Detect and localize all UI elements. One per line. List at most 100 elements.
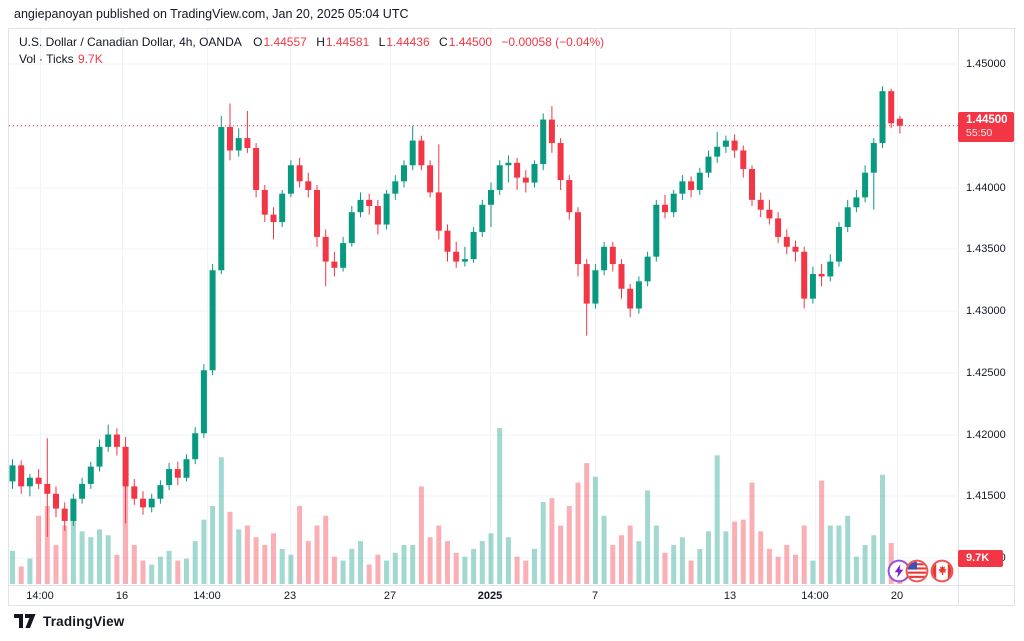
time-tick-label: 2025 <box>477 590 503 602</box>
candle-body <box>627 288 634 309</box>
candle-body <box>809 273 816 299</box>
legend-row-main: U.S. Dollar / Canadian Dollar, 4h, OANDA… <box>19 34 604 51</box>
volume-bar <box>10 550 15 584</box>
candle-body <box>348 212 355 244</box>
volume-bar <box>323 515 329 584</box>
candle-body <box>270 214 277 223</box>
price-tick-label: 1.44000 <box>966 181 1006 194</box>
us-flag-icon[interactable] <box>905 559 929 583</box>
volume-bar <box>236 529 242 584</box>
volume-bar <box>192 541 198 584</box>
time-tick-label: 14:00 <box>193 590 221 602</box>
volume-bar <box>827 525 833 584</box>
volume-bar <box>671 545 677 584</box>
volume-bar <box>427 537 433 584</box>
time-tick-label: 23 <box>283 590 297 602</box>
candle-body <box>61 508 68 521</box>
volume-bar <box>471 548 477 584</box>
price-axis-separator <box>958 29 959 605</box>
time-tick-label: 7 <box>591 590 599 602</box>
volume-bar <box>653 525 659 584</box>
volume-bar <box>697 548 703 584</box>
time-tick-label: 20 <box>890 590 904 602</box>
tradingview-mark-icon <box>14 614 36 628</box>
volume-bar <box>410 545 416 584</box>
candle-body <box>827 261 834 277</box>
candle-body <box>9 465 16 482</box>
candle-body <box>740 150 747 169</box>
candle-body <box>836 227 842 262</box>
volume-bar <box>566 506 572 584</box>
volume-bar <box>775 556 781 584</box>
volume-bar <box>627 525 633 584</box>
candle-body <box>444 230 451 252</box>
volume-bar <box>53 545 59 584</box>
candle-body <box>853 197 860 208</box>
candlestick-chart[interactable] <box>9 29 958 585</box>
candle-body <box>322 236 329 262</box>
volume-bar <box>479 541 485 584</box>
low-value: 1.44436 <box>386 35 430 49</box>
volume-bar <box>801 525 807 584</box>
volume-bar <box>505 537 511 584</box>
change-value: −0.00058 (−0.04%) <box>501 35 605 49</box>
volume-bar <box>497 428 503 584</box>
candle-body <box>366 199 373 207</box>
candle-body <box>540 119 547 165</box>
candle-body <box>174 469 181 478</box>
volume-bar <box>44 506 50 584</box>
volume-bar <box>366 564 372 584</box>
volume-bar <box>288 554 294 584</box>
volume-bar <box>810 560 816 584</box>
volume-bar <box>105 535 111 584</box>
volume-bar <box>375 554 381 584</box>
volume-bar <box>445 541 450 584</box>
volume-bar <box>157 556 163 584</box>
candle-body <box>601 246 608 271</box>
volume-bar <box>714 455 720 584</box>
candle-body <box>548 119 555 144</box>
candle-body <box>209 270 216 371</box>
volume-bar <box>340 560 346 584</box>
tradingview-logo-text: TradingView <box>43 614 125 629</box>
candle-body <box>87 466 94 484</box>
candle-body <box>435 192 442 231</box>
candle-body <box>461 259 468 262</box>
volume-indicator-title[interactable]: Vol · Ticks <box>19 52 74 66</box>
candle-body <box>757 199 764 210</box>
candle-body <box>392 181 399 194</box>
volume-bar <box>88 537 94 584</box>
volume-bar <box>558 525 564 584</box>
candle-body <box>200 370 207 434</box>
volume-bar <box>740 519 746 584</box>
volume-value-badge: 9.7K <box>958 550 1003 567</box>
candle-body <box>783 236 790 247</box>
volume-bar <box>575 482 581 584</box>
symbol-title[interactable]: U.S. Dollar / Canadian Dollar, 4h, OANDA <box>19 35 242 49</box>
last-price-value: 1.44500 <box>966 113 1008 126</box>
price-tick-label: 1.42500 <box>966 366 1006 379</box>
candle-body <box>35 477 42 484</box>
volume-bar <box>862 545 868 584</box>
candle-body <box>140 498 146 508</box>
price-tick-label: 1.43000 <box>966 305 1006 317</box>
volume-bar <box>679 537 685 584</box>
price-axis[interactable]: 1.410001.415001.420001.425001.430001.435… <box>958 29 1014 585</box>
volume-bar <box>836 525 842 584</box>
candle-body <box>844 207 851 228</box>
volume-bar <box>279 548 285 584</box>
volume-bar <box>358 541 363 584</box>
canada-flag-icon[interactable] <box>930 559 954 583</box>
volume-bar <box>166 550 172 584</box>
volume-bar <box>784 545 790 584</box>
candle-body <box>522 177 529 183</box>
volume-bar <box>140 560 146 584</box>
time-axis[interactable]: 14:00 16 14:00 23 27 2025 7 13 14:00 20 <box>9 587 958 605</box>
volume-bar <box>349 548 355 584</box>
volume-bar <box>297 506 303 584</box>
candle-body <box>296 165 303 182</box>
open-value: 1.44557 <box>263 35 307 49</box>
tradingview-logo[interactable]: TradingView <box>14 614 124 629</box>
volume-bar <box>549 498 555 584</box>
candle-body <box>531 164 538 183</box>
